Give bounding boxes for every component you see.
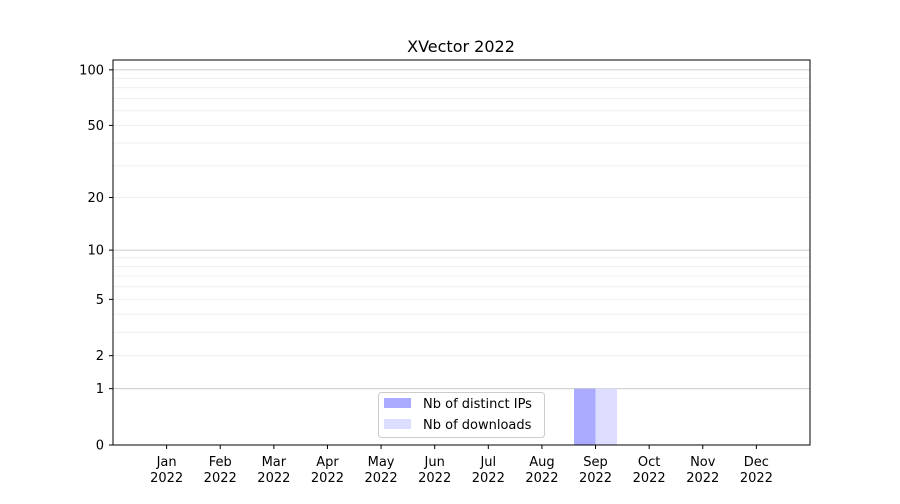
legend-label: Nb of downloads — [423, 418, 532, 433]
legend-swatch — [384, 419, 411, 429]
y-tick-label: 5 — [96, 293, 104, 308]
y-tick-label: 50 — [87, 119, 104, 134]
legend-swatch — [384, 398, 411, 408]
y-tick-label: 20 — [87, 191, 104, 206]
bar — [574, 388, 596, 445]
bar — [595, 388, 618, 445]
plot-frame — [112, 59, 811, 446]
x-tick-label: Sep 2022 — [579, 455, 612, 486]
x-tick-label: Jun 2022 — [418, 455, 451, 486]
x-tick-label: Jul 2022 — [472, 455, 505, 486]
x-tick-label: Dec 2022 — [740, 455, 773, 486]
y-tick-label: 1 — [96, 382, 104, 397]
x-tick-label: Aug 2022 — [525, 455, 558, 486]
legend: Nb of distinct IPs Nb of downloads — [378, 392, 545, 438]
legend-label: Nb of distinct IPs — [423, 397, 532, 412]
x-tick-label: Apr 2022 — [311, 455, 344, 486]
x-tick-label: Nov 2022 — [686, 455, 719, 486]
x-tick-label: May 2022 — [365, 455, 398, 486]
chart-title: XVector 2022 — [407, 37, 515, 56]
x-tick-label: Mar 2022 — [257, 455, 290, 486]
y-tick-label: 2 — [96, 349, 104, 364]
x-tick-label: Feb 2022 — [204, 455, 237, 486]
x-tick-label: Jan 2022 — [150, 455, 183, 486]
y-tick-label: 0 — [96, 439, 104, 454]
legend-box — [378, 392, 545, 438]
x-tick-label: Oct 2022 — [633, 455, 666, 486]
y-tick-label: 10 — [87, 244, 104, 259]
y-tick-label: 100 — [79, 63, 104, 78]
